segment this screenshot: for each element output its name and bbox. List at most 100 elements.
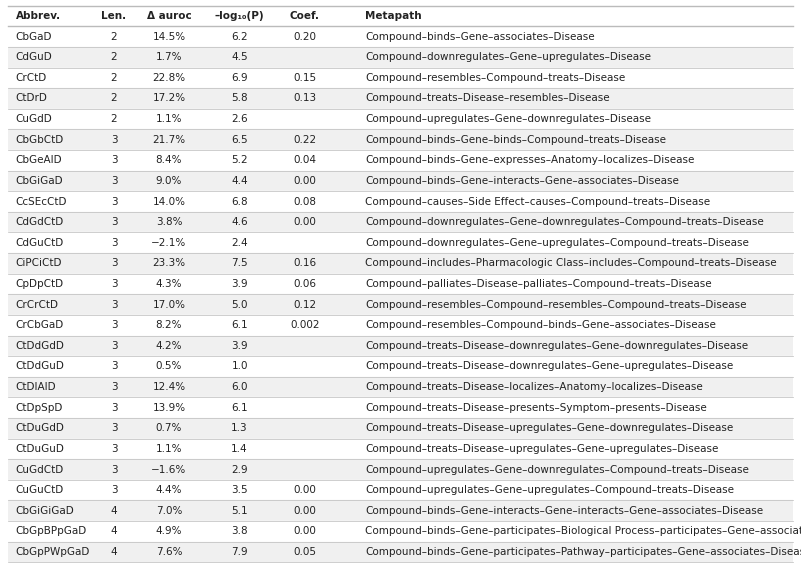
Bar (8, 500, 793, 521)
Text: 3: 3 (111, 176, 117, 186)
Text: 0.00: 0.00 (293, 506, 316, 516)
Text: Compound–upregulates–Gene–upregulates–Compound–treats–Disease: Compound–upregulates–Gene–upregulates–Co… (365, 485, 735, 495)
Bar (8, 88, 793, 108)
Bar (8, 191, 793, 212)
Text: Compound–treats–Disease–localizes–Anatomy–localizes–Disease: Compound–treats–Disease–localizes–Anatom… (365, 382, 703, 392)
Bar (8, 108, 793, 130)
Text: 3: 3 (111, 382, 117, 392)
Bar (8, 542, 793, 562)
Text: Compound–treats–Disease–presents–Symptom–presents–Disease: Compound–treats–Disease–presents–Symptom… (365, 403, 707, 413)
Text: 4.6: 4.6 (231, 217, 248, 227)
Text: Compound–causes–Side Effect–causes–Compound–treats–Disease: Compound–causes–Side Effect–causes–Compo… (365, 197, 710, 207)
Bar (8, 274, 793, 294)
Text: CcSEcCtD: CcSEcCtD (16, 197, 67, 207)
Text: CtDdGdD: CtDdGdD (16, 341, 65, 351)
Text: −1.6%: −1.6% (151, 465, 187, 474)
Bar (8, 418, 793, 438)
Text: 2: 2 (111, 114, 117, 124)
Text: 0.12: 0.12 (293, 299, 316, 310)
Text: Compound–upregulates–Gene–downregulates–Compound–treats–Disease: Compound–upregulates–Gene–downregulates–… (365, 465, 749, 474)
Bar (8, 480, 793, 500)
Text: 3: 3 (111, 258, 117, 269)
Text: 0.04: 0.04 (293, 155, 316, 165)
Text: 1.1%: 1.1% (155, 114, 182, 124)
Text: CtDlAlD: CtDlAlD (16, 382, 57, 392)
Text: CrCtD: CrCtD (16, 73, 47, 83)
Bar (8, 315, 793, 336)
Text: 2.6: 2.6 (231, 114, 248, 124)
Text: Abbrev.: Abbrev. (16, 11, 61, 21)
Text: 7.9: 7.9 (231, 547, 248, 557)
Text: 5.0: 5.0 (231, 299, 248, 310)
Text: 3.9: 3.9 (231, 341, 248, 351)
Bar (8, 68, 793, 88)
Text: 3: 3 (111, 485, 117, 495)
Bar (8, 130, 793, 150)
Bar (8, 521, 793, 542)
Text: CbGbCtD: CbGbCtD (16, 135, 64, 145)
Text: 5.2: 5.2 (231, 155, 248, 165)
Text: Compound–palliates–Disease–palliates–Compound–treats–Disease: Compound–palliates–Disease–palliates–Com… (365, 279, 712, 289)
Bar (8, 460, 793, 480)
Text: 4: 4 (111, 506, 117, 516)
Text: 6.1: 6.1 (231, 320, 248, 330)
Text: CbGeAlD: CbGeAlD (16, 155, 62, 165)
Text: 0.00: 0.00 (293, 176, 316, 186)
Text: CrCbGaD: CrCbGaD (16, 320, 64, 330)
Text: Compound–binds–Gene–interacts–Gene–associates–Disease: Compound–binds–Gene–interacts–Gene–assoc… (365, 176, 679, 186)
Bar (8, 438, 793, 460)
Text: 3: 3 (111, 299, 117, 310)
Text: 3: 3 (111, 279, 117, 289)
Text: 6.0: 6.0 (231, 382, 248, 392)
Text: CtDdGuD: CtDdGuD (16, 361, 65, 371)
Bar (8, 336, 793, 356)
Bar (8, 47, 793, 68)
Text: CtDrD: CtDrD (16, 94, 48, 103)
Text: 4.9%: 4.9% (155, 527, 182, 536)
Text: Compound–treats–Disease–resembles–Disease: Compound–treats–Disease–resembles–Diseas… (365, 94, 610, 103)
Text: Compound–includes–Pharmacologic Class–includes–Compound–treats–Disease: Compound–includes–Pharmacologic Class–in… (365, 258, 777, 269)
Text: CiPCiCtD: CiPCiCtD (16, 258, 62, 269)
Text: 0.16: 0.16 (293, 258, 316, 269)
Text: 4: 4 (111, 547, 117, 557)
Text: 4.2%: 4.2% (155, 341, 182, 351)
Text: 1.7%: 1.7% (155, 52, 182, 62)
Text: 4.3%: 4.3% (155, 279, 182, 289)
Text: CdGuD: CdGuD (16, 52, 53, 62)
Text: Compound–binds–Gene–participates–Pathway–participates–Gene–associates–Disease: Compound–binds–Gene–participates–Pathway… (365, 547, 801, 557)
Text: 0.08: 0.08 (293, 197, 316, 207)
Text: 2.9: 2.9 (231, 465, 248, 474)
Text: Compound–treats–Disease–downregulates–Gene–upregulates–Disease: Compound–treats–Disease–downregulates–Ge… (365, 361, 734, 371)
Bar (8, 170, 793, 191)
Text: Compound–binds–Gene–expresses–Anatomy–localizes–Disease: Compound–binds–Gene–expresses–Anatomy–lo… (365, 155, 694, 165)
Text: CtDuGdD: CtDuGdD (16, 423, 65, 433)
Text: 0.002: 0.002 (290, 320, 320, 330)
Text: 7.6%: 7.6% (155, 547, 182, 557)
Text: –log₁₀(P): –log₁₀(P) (215, 11, 264, 21)
Text: 1.0: 1.0 (231, 361, 248, 371)
Text: 3: 3 (111, 217, 117, 227)
Text: Compound–binds–Gene–associates–Disease: Compound–binds–Gene–associates–Disease (365, 32, 595, 41)
Text: 3: 3 (111, 155, 117, 165)
Bar (8, 232, 793, 253)
Text: 0.00: 0.00 (293, 485, 316, 495)
Text: 3.5: 3.5 (231, 485, 248, 495)
Text: 6.9: 6.9 (231, 73, 248, 83)
Text: CbGiGiGaD: CbGiGiGaD (16, 506, 74, 516)
Text: 17.2%: 17.2% (152, 94, 186, 103)
Text: CuGdCtD: CuGdCtD (16, 465, 64, 474)
Text: Compound–upregulates–Gene–downregulates–Disease: Compound–upregulates–Gene–downregulates–… (365, 114, 651, 124)
Text: 3: 3 (111, 403, 117, 413)
Text: 4.4%: 4.4% (155, 485, 182, 495)
Text: CbGpBPpGaD: CbGpBPpGaD (16, 527, 87, 536)
Text: 4.5: 4.5 (231, 52, 248, 62)
Text: 2.4: 2.4 (231, 238, 248, 248)
Text: 3: 3 (111, 238, 117, 248)
Text: 3: 3 (111, 444, 117, 454)
Text: 3: 3 (111, 197, 117, 207)
Text: 1.1%: 1.1% (155, 444, 182, 454)
Text: Compound–downregulates–Gene–upregulates–Disease: Compound–downregulates–Gene–upregulates–… (365, 52, 651, 62)
Text: CrCrCtD: CrCrCtD (16, 299, 58, 310)
Text: 4.4: 4.4 (231, 176, 248, 186)
Text: −2.1%: −2.1% (151, 238, 187, 248)
